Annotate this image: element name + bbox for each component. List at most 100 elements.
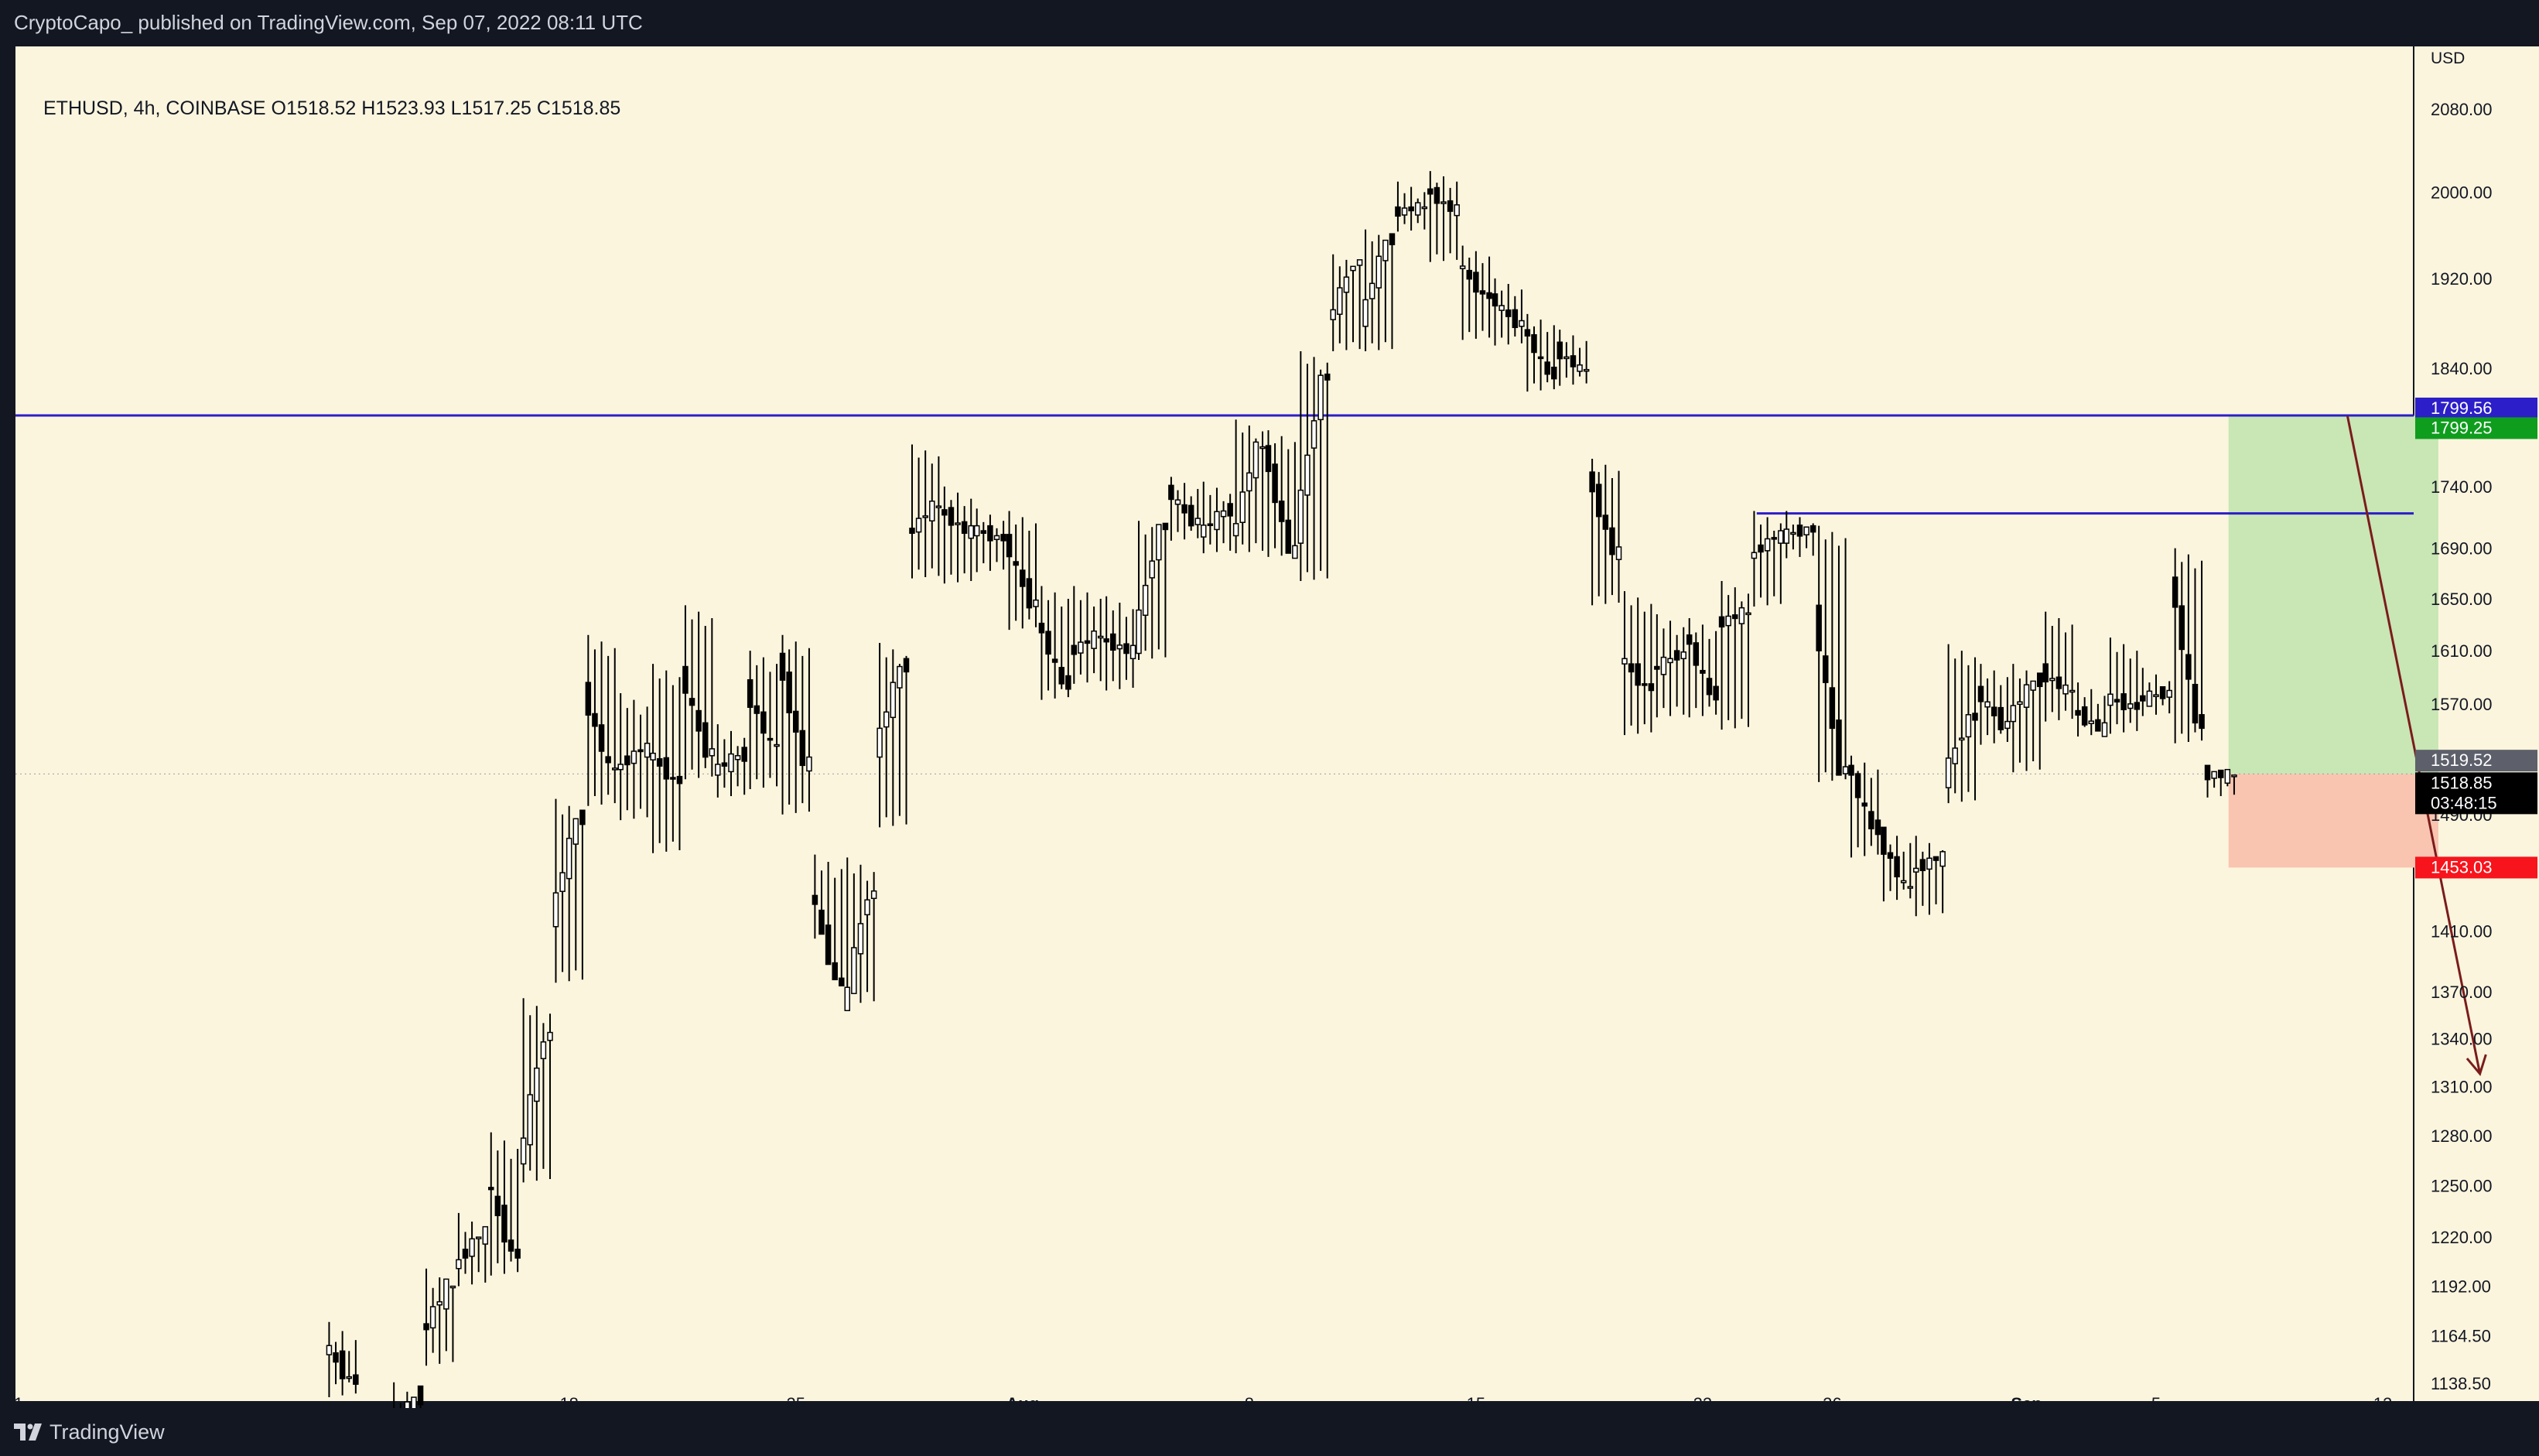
candle-body [2107,693,2114,706]
candle-body [1595,484,1602,518]
candle-body [1227,503,1233,517]
x-tick-label: 22 [1693,1394,1712,1408]
candle-body [941,509,948,516]
candle-body [585,682,592,716]
x-tick-label: 25 [786,1394,805,1408]
candle-body [644,743,651,758]
candle-body [1700,669,1706,674]
candle-body [1926,857,1932,870]
candle-body [973,525,980,537]
candle-body [1745,612,1751,616]
plot-background[interactable] [15,46,2414,1402]
candle-body [2146,690,2153,707]
candle-body [1758,544,1764,553]
candle-body [1156,524,1162,561]
candle-body [1803,526,1809,536]
candle-body [2224,768,2231,784]
candle-body [877,727,883,758]
candle-body [1459,265,1466,269]
y-tick-label: 1840.00 [2431,359,2493,378]
candle-body [1220,510,1227,518]
candle-body [326,1345,333,1355]
candle-body [1006,534,1013,558]
candle-body [968,525,974,539]
candle-body [423,1323,429,1331]
candle-body [1667,658,1673,664]
candle-body [417,1385,424,1406]
candle-body [709,748,716,757]
candle-body [670,777,676,780]
x-tick-label: 15 [1467,1394,1485,1408]
candle-body [2017,701,2023,706]
candle-body [1317,374,1324,421]
price-tag-3 [2415,750,2537,772]
chart-area[interactable]: USD2080.002000.001920.001840.001790.0017… [15,46,2539,1408]
candle-body [1091,631,1097,649]
candle-body [2049,678,2055,682]
target-zone[interactable] [2228,415,2438,774]
candle-body [1854,773,1861,798]
candle-body [1350,265,1356,272]
stop-zone[interactable] [2228,774,2438,868]
candle-body [1337,287,1343,315]
x-tick-label: 12 [2373,1394,2392,1408]
candle-body [1965,714,1972,738]
candle-body [1932,856,1939,861]
candle-body [961,521,968,535]
candle-body [2088,720,2095,724]
candle-body [1531,334,1537,354]
candle-body [656,758,663,767]
candle-body [566,837,572,880]
candle-body [1194,518,1201,525]
candle-body [890,682,897,719]
candle-body [1673,650,1680,661]
candle-body [1292,545,1298,559]
candle-body [1362,299,1369,327]
candle-body [1466,269,1473,280]
y-tick-label: 1920.00 [2431,269,2493,289]
candle-body [2127,703,2134,709]
candle-body [1149,560,1155,579]
candle-body [676,775,683,784]
candle-body [2204,764,2211,781]
candle-body [1330,309,1336,320]
candle-body [1162,522,1169,531]
candle-body [1343,276,1350,293]
price-chart[interactable]: USD2080.002000.001920.001840.001790.0017… [15,46,2539,1408]
candle-body [767,737,774,741]
candle-body [1498,305,1505,311]
candle-body [1084,640,1091,644]
candle-body [1583,368,1590,372]
price-tag-text: 1518.85 [2431,773,2493,792]
tradingview-logo[interactable]: TradingView [14,1420,165,1444]
candle-body [1861,802,1868,807]
candle-body [753,705,760,714]
candle-body [779,652,786,681]
candle-body [1278,501,1285,522]
candle-body [1945,757,1952,788]
price-tag-2 [2415,417,2537,439]
candle-body [1557,341,1563,360]
candle-body [2055,676,2062,689]
candle-body [1648,683,1655,692]
candle-body [1311,420,1317,449]
candle-body [2231,774,2237,778]
candle-body [851,947,857,994]
candle-body [1304,454,1311,496]
candle-body [715,764,721,776]
candle-body [1874,819,1881,836]
candle-body [598,724,605,752]
published-text: CryptoCapo_ published on TradingView.com… [14,11,643,34]
candle-body [1020,569,1026,587]
candle-body [929,501,935,521]
y-tick-label: 1250.00 [2431,1177,2493,1196]
candle-body [469,1238,475,1257]
projection-arrow-line[interactable] [2346,415,2482,1075]
candle-body [1693,642,1700,666]
candle-body [1026,578,1033,609]
candle-body [404,1401,411,1408]
candle-body [1129,644,1136,660]
price-tag-text: 1519.52 [2431,750,2493,770]
candle-body [1232,523,1239,537]
candle-body [1401,207,1408,216]
